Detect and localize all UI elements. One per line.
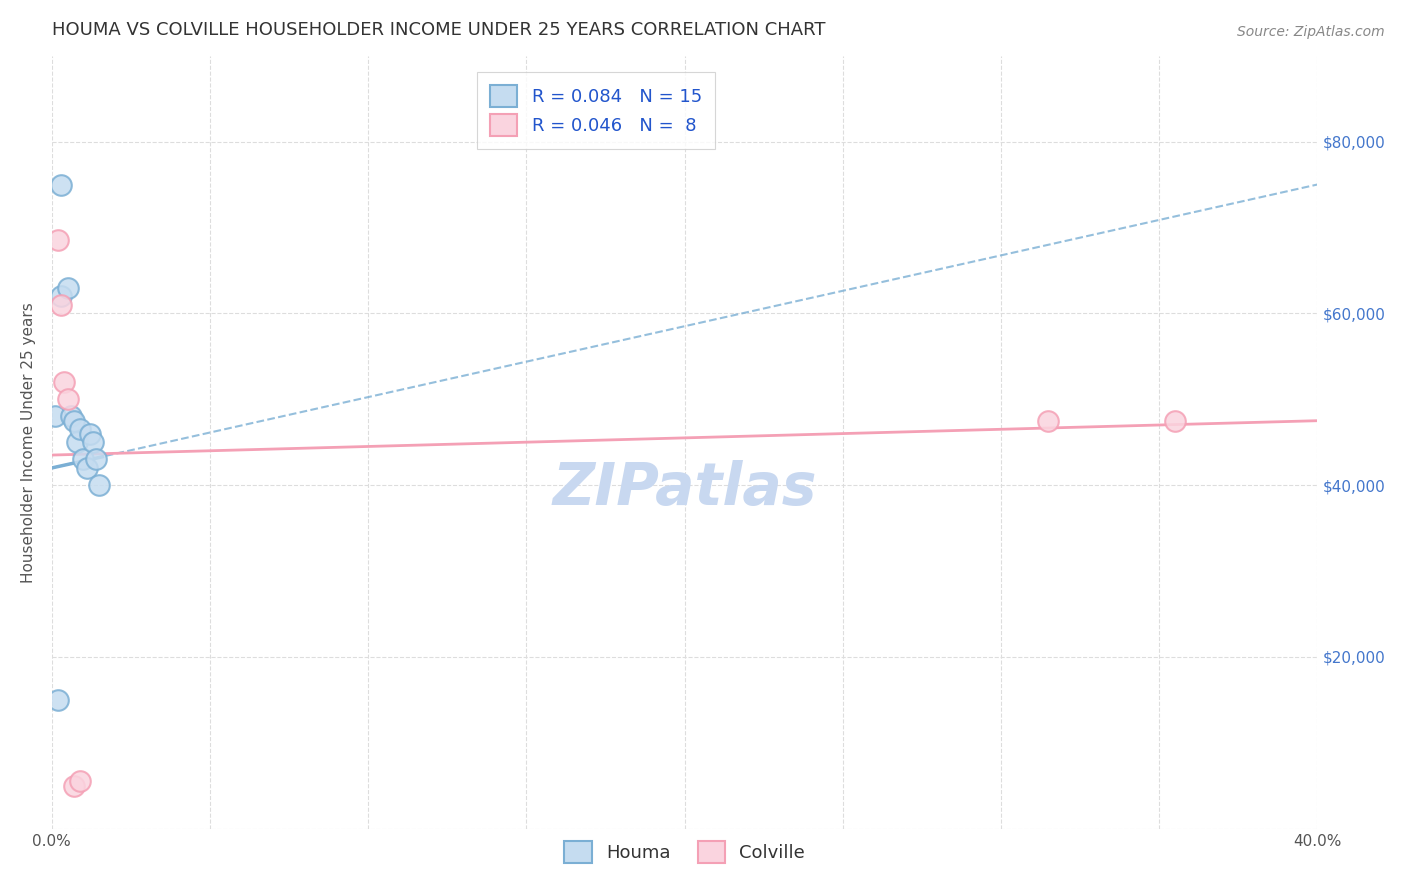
Point	[46, 233, 69, 247]
Point	[72, 452, 94, 467]
Point	[51, 289, 73, 303]
Text: ZIPatlas: ZIPatlas	[553, 460, 817, 517]
Point	[63, 414, 86, 428]
Point	[89, 478, 111, 492]
Text: HOUMA VS COLVILLE HOUSEHOLDER INCOME UNDER 25 YEARS CORRELATION CHART: HOUMA VS COLVILLE HOUSEHOLDER INCOME UND…	[52, 21, 825, 39]
Point	[63, 779, 86, 793]
Point	[69, 774, 91, 789]
Point	[56, 280, 79, 294]
Point	[79, 426, 101, 441]
Point	[82, 435, 104, 450]
Point	[66, 435, 89, 450]
Point	[1038, 414, 1060, 428]
Point	[84, 452, 107, 467]
Point	[51, 298, 73, 312]
Point	[59, 409, 82, 424]
Text: Source: ZipAtlas.com: Source: ZipAtlas.com	[1237, 25, 1385, 39]
Point	[44, 409, 66, 424]
Point	[46, 693, 69, 707]
Point	[69, 422, 91, 436]
Legend: Houma, Colville: Houma, Colville	[550, 827, 820, 878]
Point	[51, 178, 73, 192]
Point	[1164, 414, 1187, 428]
Point	[56, 392, 79, 407]
Point	[76, 461, 98, 475]
Y-axis label: Householder Income Under 25 years: Householder Income Under 25 years	[21, 301, 35, 582]
Point	[53, 375, 76, 389]
